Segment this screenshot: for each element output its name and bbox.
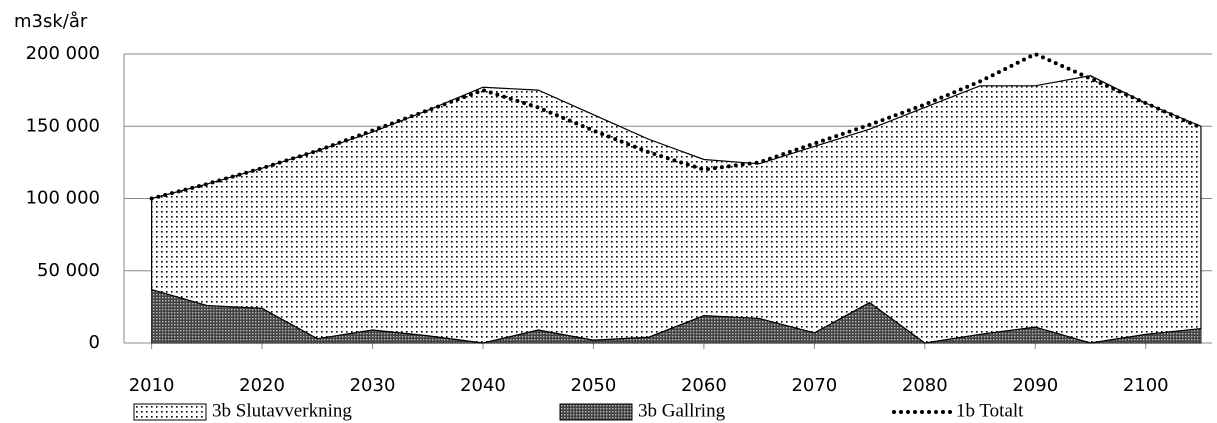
y-tick-label: 50 000 bbox=[37, 260, 100, 281]
x-tick-label: 2080 bbox=[902, 375, 948, 396]
legend-swatch bbox=[559, 403, 633, 421]
x-tick-label: 2030 bbox=[350, 375, 396, 396]
x-tick-label: 2090 bbox=[1012, 375, 1058, 396]
x-tick-label: 2060 bbox=[681, 375, 727, 396]
x-tick-label: 2010 bbox=[129, 375, 175, 396]
y-tick-label: 100 000 bbox=[26, 188, 100, 209]
x-tick-label: 2070 bbox=[791, 375, 837, 396]
area bbox=[151, 75, 1202, 344]
legend-swatch bbox=[133, 403, 207, 421]
x-tick-label: 2050 bbox=[571, 375, 617, 396]
y-tick-label: 150 000 bbox=[26, 115, 100, 136]
legend-label: 3b Slutavverkning bbox=[212, 400, 352, 421]
x-tick-label: 2100 bbox=[1123, 375, 1169, 396]
y-tick-label: 0 bbox=[89, 332, 100, 353]
y-axis-title: m3sk/år bbox=[14, 11, 88, 32]
line bbox=[149, 51, 1203, 201]
legend-label: 1b Totalt bbox=[956, 400, 1024, 421]
legend-label: 3b Gallring bbox=[638, 400, 726, 421]
x-tick-label: 2020 bbox=[239, 375, 285, 396]
x-tick-label: 2040 bbox=[460, 375, 506, 396]
y-tick-label: 200 000 bbox=[26, 43, 100, 64]
